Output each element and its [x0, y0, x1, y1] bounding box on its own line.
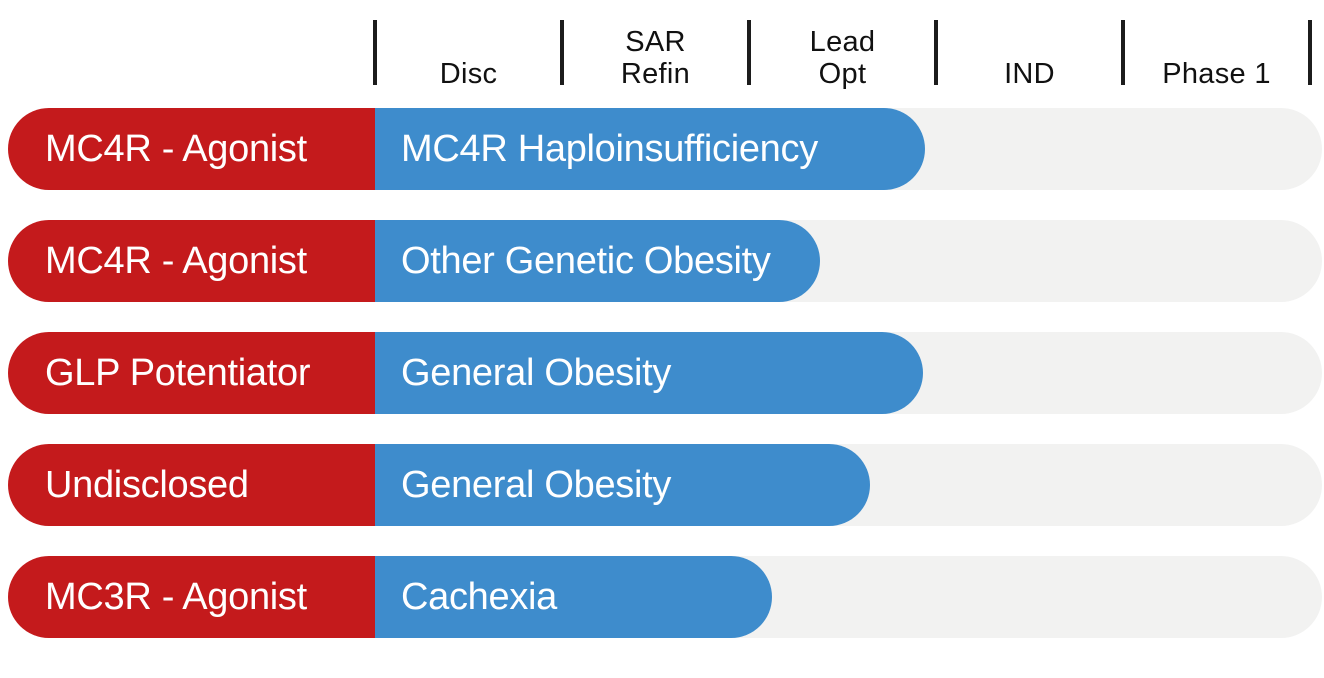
indication-bar: Other Genetic Obesity — [375, 220, 820, 302]
indication-bar: MC4R Haploinsufficiency — [375, 108, 925, 190]
pipeline-row: General Obesity GLP Potentiator — [8, 332, 1322, 414]
indication-label: Other Genetic Obesity — [401, 239, 771, 282]
program-label: GLP Potentiator — [45, 351, 311, 394]
program-label: MC4R - Agonist — [45, 239, 307, 282]
program-pill: MC3R - Agonist — [8, 556, 375, 638]
program-label: MC3R - Agonist — [45, 575, 307, 618]
indication-label: General Obesity — [401, 351, 672, 394]
stage-label-sar-refin: SAR Refin — [562, 26, 749, 90]
stage-label-ind: IND — [936, 58, 1123, 90]
indication-label: MC4R Haploinsufficiency — [401, 127, 818, 170]
stage-label-line: Phase 1 — [1162, 58, 1271, 90]
stage-label-line: Disc — [439, 58, 498, 90]
indication-label: Cachexia — [401, 575, 558, 618]
stage-tick — [373, 20, 377, 85]
indication-bar: General Obesity — [375, 332, 923, 414]
program-pill: MC4R - Agonist — [8, 108, 375, 190]
stage-label-line: Lead — [809, 26, 876, 58]
stage-label-phase-1: Phase 1 — [1123, 58, 1310, 90]
stage-label-line: Refin — [620, 58, 691, 90]
stage-tick — [1308, 20, 1312, 85]
indication-bar: Cachexia — [375, 556, 772, 638]
program-pill: MC4R - Agonist — [8, 220, 375, 302]
pipeline-row: Cachexia MC3R - Agonist — [8, 556, 1322, 638]
stage-label-line: SAR — [625, 26, 686, 58]
pipeline-row: MC4R Haploinsufficiency MC4R - Agonist — [8, 108, 1322, 190]
stage-label-line: IND — [1004, 58, 1055, 90]
stage-tick — [1121, 20, 1125, 85]
program-label: Undisclosed — [45, 463, 249, 506]
stage-label-line: Opt — [818, 58, 867, 90]
program-label: MC4R - Agonist — [45, 127, 307, 170]
program-pill: Undisclosed — [8, 444, 375, 526]
indication-label: General Obesity — [401, 463, 672, 506]
stage-label-lead-opt: Lead Opt — [749, 26, 936, 90]
stage-tick — [560, 20, 564, 85]
indication-bar: General Obesity — [375, 444, 870, 526]
program-pill: GLP Potentiator — [8, 332, 375, 414]
stage-tick — [934, 20, 938, 85]
stage-label-disc: Disc — [375, 58, 562, 90]
pipeline-row: General Obesity Undisclosed — [8, 444, 1322, 526]
stage-tick — [747, 20, 751, 85]
pipeline-row: Other Genetic Obesity MC4R - Agonist — [8, 220, 1322, 302]
